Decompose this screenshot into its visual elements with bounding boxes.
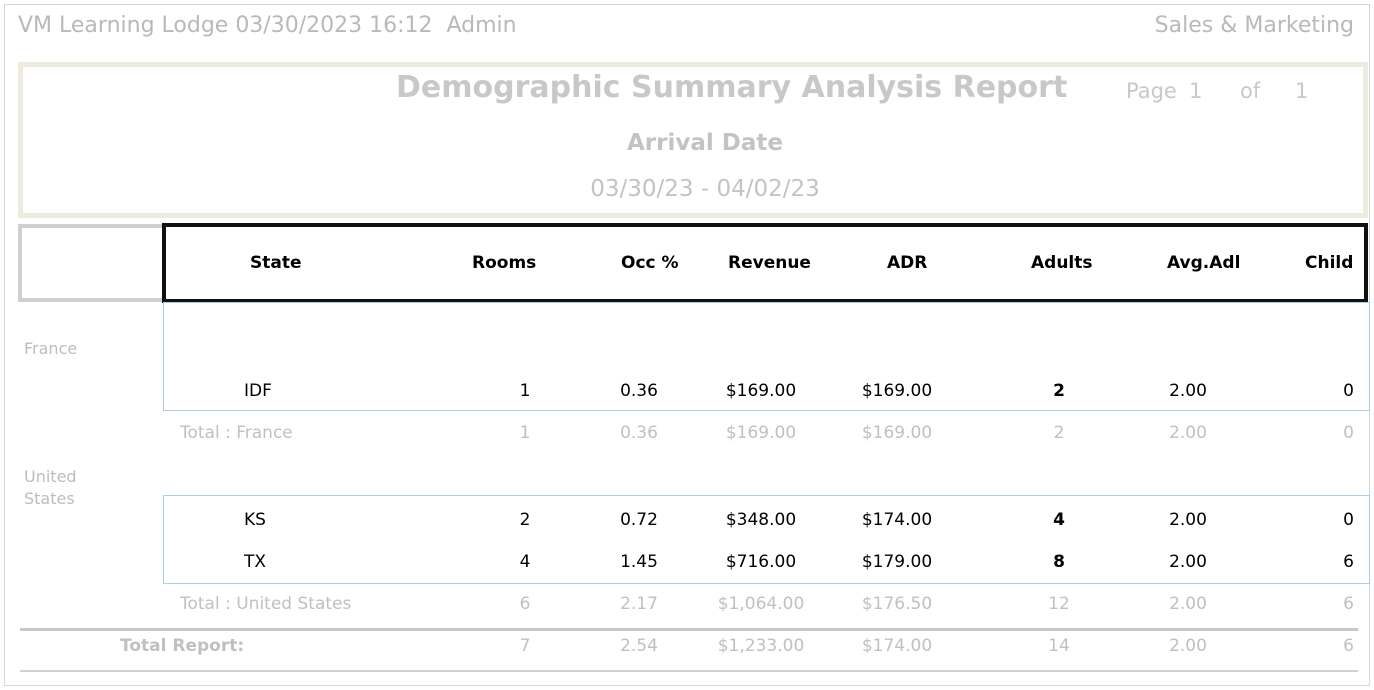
group-detail-box: [163, 495, 1370, 584]
group-total-label: Total : France: [180, 423, 293, 443]
total-avg-adl: 2.00: [1169, 594, 1207, 614]
of-label: of: [1240, 79, 1261, 103]
total-adr: $169.00: [861, 423, 933, 443]
total-revenue: $169.00: [725, 423, 797, 443]
report-bottom-rule: [20, 670, 1358, 672]
total-adr: $176.50: [861, 594, 933, 614]
total-adults: 2: [1053, 423, 1065, 443]
cell-adults: 8: [1053, 552, 1065, 572]
total-child: 6: [1343, 594, 1354, 614]
col-header-child: Child: [1305, 253, 1354, 273]
grand-total-avg-adl: 2.00: [1169, 636, 1207, 656]
grand-total-divider: [20, 628, 1358, 631]
group-country-label: France: [24, 339, 78, 358]
cell-revenue: $348.00: [725, 510, 797, 530]
col-header-rooms: Rooms: [472, 253, 537, 273]
cell-adr: $174.00: [861, 510, 933, 530]
total-revenue: $1,064.00: [717, 594, 805, 614]
cell-child: 0: [1343, 510, 1354, 530]
report-title: Demographic Summary Analysis Report: [396, 70, 1068, 105]
col-header-revenue: Revenue: [728, 253, 811, 273]
page-number: 1: [1189, 79, 1203, 103]
total-occ: 2.17: [620, 594, 658, 614]
cell-state: KS: [244, 510, 266, 530]
header-left-cell: [18, 224, 166, 302]
cell-revenue: $716.00: [725, 552, 797, 572]
cell-avg-adl: 2.00: [1169, 510, 1207, 530]
col-header-avg-adl: Avg.Adl: [1167, 253, 1241, 273]
total-occ: 0.36: [620, 423, 658, 443]
total-adults: 12: [1048, 594, 1070, 614]
report-subtitle: Arrival Date: [627, 130, 783, 156]
grand-total-label: Total Report:: [120, 636, 245, 656]
cell-adr: $169.00: [861, 381, 933, 401]
cell-child: 0: [1343, 381, 1354, 401]
cell-revenue: $169.00: [725, 381, 797, 401]
group-total-label: Total : United States: [180, 594, 352, 614]
grand-total-child: 6: [1343, 636, 1354, 656]
cell-state: IDF: [244, 381, 272, 401]
cell-occ: 1.45: [620, 552, 658, 572]
cell-occ: 0.36: [620, 381, 658, 401]
report-header-left: VM Learning Lodge 03/30/2023 16:12 Admin: [18, 13, 517, 38]
total-rooms: 1: [519, 423, 531, 443]
cell-rooms: 4: [519, 552, 531, 572]
total-rooms: 6: [519, 594, 531, 614]
cell-adults: 4: [1053, 510, 1065, 530]
column-header-row: [162, 223, 1368, 303]
total-avg-adl: 2.00: [1169, 423, 1207, 443]
grand-total-adults: 14: [1048, 636, 1070, 656]
report-date-range: 03/30/23 - 04/02/23: [590, 176, 820, 202]
page-total: 1: [1295, 79, 1309, 103]
grand-total-adr: $174.00: [861, 636, 933, 656]
group-country-label: United States: [24, 467, 77, 508]
title-box: [18, 62, 1368, 218]
group-detail-box: [163, 302, 1370, 411]
report-header-right: Sales & Marketing: [1154, 13, 1354, 38]
grand-total-rooms: 7: [519, 636, 531, 656]
cell-avg-adl: 2.00: [1169, 381, 1207, 401]
page-label: Page: [1126, 79, 1177, 103]
grand-total-occ: 2.54: [620, 636, 658, 656]
cell-avg-adl: 2.00: [1169, 552, 1207, 572]
cell-rooms: 2: [519, 510, 531, 530]
cell-occ: 0.72: [620, 510, 658, 530]
total-child: 0: [1343, 423, 1354, 443]
col-header-adr: ADR: [887, 253, 928, 273]
cell-state: TX: [244, 552, 267, 572]
col-header-adults: Adults: [1031, 253, 1093, 273]
grand-total-revenue: $1,233.00: [717, 636, 805, 656]
cell-child: 6: [1343, 552, 1354, 572]
cell-adults: 2: [1053, 381, 1065, 401]
col-header-state: State: [250, 253, 302, 273]
cell-adr: $179.00: [861, 552, 933, 572]
col-header-occ: Occ %: [621, 253, 679, 273]
cell-rooms: 1: [519, 381, 531, 401]
